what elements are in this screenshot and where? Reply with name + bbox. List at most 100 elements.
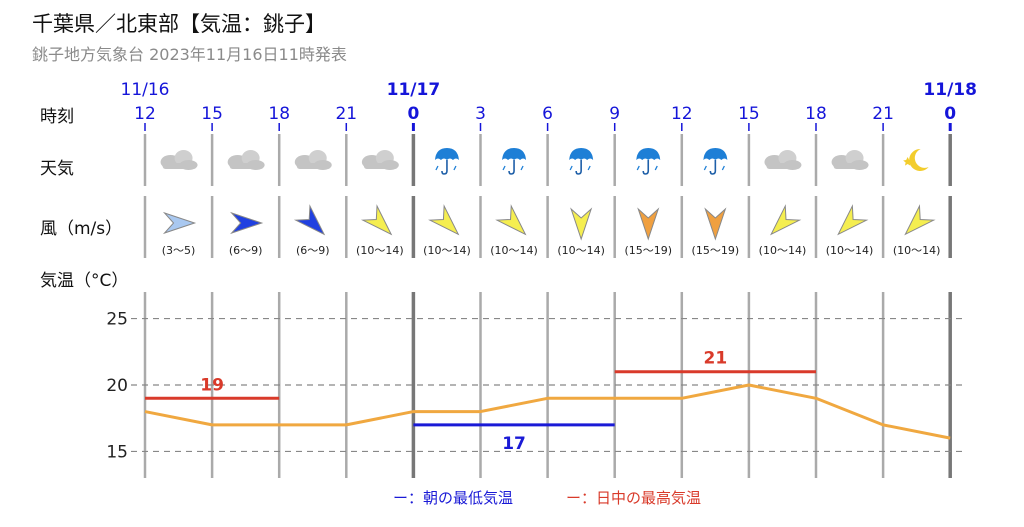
- cloudy-icon: [764, 150, 802, 170]
- rain-drop: [636, 165, 640, 171]
- wind-arrow-icon: [904, 204, 936, 236]
- wind-row-label: 風（m/s）: [40, 219, 123, 239]
- wind-speed-label: (15〜19): [624, 244, 672, 257]
- wind-arrow-shape: [360, 204, 393, 236]
- hour-label: 9: [609, 104, 620, 124]
- y-tick-label: 25: [106, 310, 128, 330]
- hour-label: 18: [805, 104, 827, 124]
- umbrella-canopy: [636, 148, 661, 160]
- max-temp-label: 19: [200, 375, 224, 395]
- page-title: 千葉県／北東部【気温：銚子】: [32, 12, 326, 36]
- rain-drop: [502, 165, 506, 171]
- umbrella-rain-icon: [636, 148, 661, 175]
- wind-arrow-shape: [428, 204, 460, 236]
- wind-speed-label: (15〜19): [692, 244, 740, 257]
- hour-label: 18: [268, 104, 290, 124]
- umbrella-canopy: [502, 148, 527, 160]
- wind-speed-label: (10〜14): [490, 244, 538, 257]
- rain-drop: [569, 165, 573, 171]
- wind-speed-label: (10〜14): [826, 244, 874, 257]
- rain-drop: [703, 165, 707, 171]
- y-tick-label: 20: [106, 376, 128, 396]
- cloudy-icon: [160, 150, 198, 170]
- wind-arrow-icon: [293, 204, 326, 236]
- wind-speed-label: (10〜14): [423, 244, 471, 257]
- wind-arrow-shape: [637, 207, 660, 241]
- wind-speed-label: (6〜9): [296, 244, 330, 257]
- cloud-part: [833, 163, 868, 169]
- temperature-row-label: 気温（°C）: [40, 271, 129, 291]
- hour-label: 21: [335, 104, 357, 124]
- cloud-part: [296, 163, 331, 169]
- moon-star-icon: [903, 148, 929, 171]
- rain-drop: [587, 165, 591, 171]
- cloud-part: [363, 163, 398, 169]
- wind-arrow-icon: [837, 204, 869, 236]
- wind-speed-label: (3〜5): [162, 244, 196, 257]
- cloudy-icon: [831, 150, 869, 170]
- hour-label: 21: [872, 104, 894, 124]
- cloud-part: [766, 163, 801, 169]
- wind-arrow-shape: [293, 204, 326, 236]
- wind-arrow-shape: [704, 207, 727, 241]
- umbrella-handle: [441, 160, 448, 175]
- weather-row-label: 天気: [40, 159, 74, 179]
- legend-min-temp: ー：朝の最低気温: [393, 489, 514, 507]
- cloud-part: [162, 163, 197, 169]
- wind-arrow-icon: [704, 207, 727, 241]
- wind-arrow-shape: [570, 207, 593, 241]
- cloudy-icon: [294, 150, 332, 170]
- hour-label: 0: [944, 104, 956, 124]
- y-tick-label: 15: [106, 442, 128, 462]
- rain-drop: [721, 165, 725, 171]
- wind-arrow-shape: [230, 211, 264, 235]
- cloudy-icon: [361, 150, 399, 170]
- star-shape: [903, 157, 913, 166]
- wind-speed-label: (10〜14): [759, 244, 807, 257]
- wind-arrow-icon: [230, 211, 264, 235]
- hour-label: 3: [475, 104, 486, 124]
- wind-arrow-icon: [637, 207, 660, 241]
- umbrella-rain-icon: [569, 148, 594, 175]
- wind-arrow-icon: [360, 204, 393, 236]
- wind-speed-label: (6〜9): [229, 244, 263, 257]
- hour-label: 0: [407, 104, 419, 124]
- umbrella-handle: [508, 160, 515, 175]
- umbrella-rain-icon: [703, 148, 728, 175]
- date-label: 11/16: [121, 80, 170, 100]
- umbrella-rain-icon: [434, 148, 459, 175]
- wind-arrow-shape: [837, 204, 869, 236]
- cloudy-icon: [227, 150, 265, 170]
- min-temp-label: 17: [502, 434, 526, 454]
- wind-speed-label: (10〜14): [557, 244, 605, 257]
- hour-label: 6: [542, 104, 553, 124]
- wind-arrow-shape: [770, 204, 802, 236]
- umbrella-handle: [575, 160, 582, 175]
- cloud-part: [229, 163, 264, 169]
- wind-arrow-icon: [495, 204, 527, 236]
- wind-arrow-icon: [570, 207, 593, 241]
- umbrella-handle: [642, 160, 650, 175]
- wind-speed-label: (10〜14): [356, 244, 404, 257]
- date-label: 11/18: [923, 80, 977, 100]
- umbrella-canopy: [703, 148, 728, 160]
- umbrella-handle: [709, 160, 717, 175]
- umbrella-canopy: [569, 148, 594, 160]
- hour-label: 15: [201, 104, 223, 124]
- max-temp-label: 21: [704, 349, 728, 369]
- wind-arrow-shape: [162, 211, 197, 235]
- rain-drop: [435, 165, 439, 171]
- wind-arrow-icon: [770, 204, 802, 236]
- umbrella-rain-icon: [502, 148, 527, 175]
- wind-arrow-shape: [495, 204, 527, 236]
- moon-shape: [909, 148, 929, 171]
- hour-label: 12: [134, 104, 156, 124]
- wind-arrow-icon: [428, 204, 460, 236]
- wind-speed-label: (10〜14): [893, 244, 941, 257]
- wind-arrow-shape: [904, 204, 936, 236]
- date-label: 11/17: [387, 80, 441, 100]
- hour-label: 15: [738, 104, 760, 124]
- rain-drop: [520, 165, 524, 171]
- umbrella-canopy: [434, 148, 459, 160]
- time-row-label: 時刻: [40, 107, 74, 127]
